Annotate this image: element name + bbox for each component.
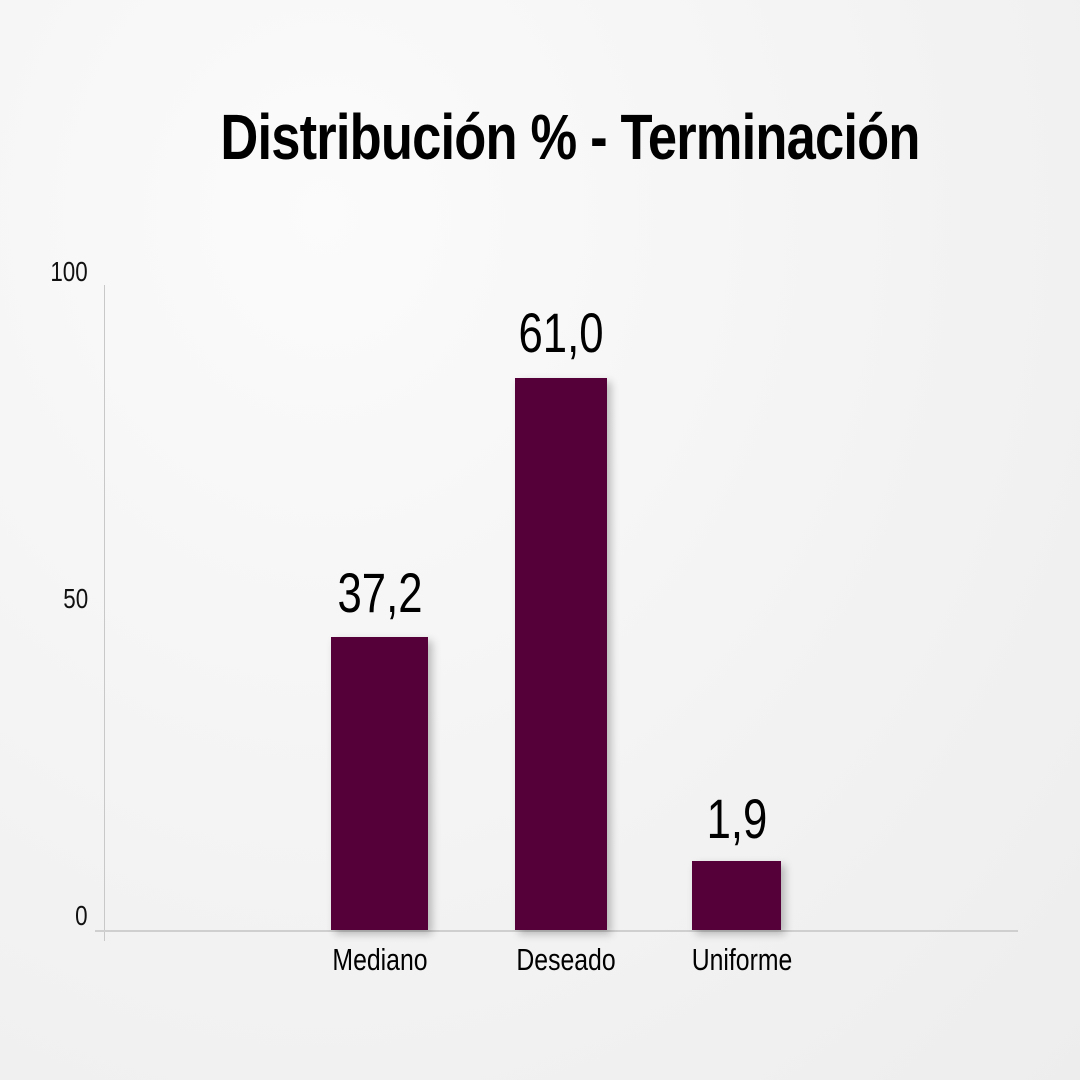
bar-deseado: [515, 378, 607, 930]
y-axis-line: [104, 285, 105, 941]
y-tick-100: 100: [50, 256, 88, 287]
x-axis-line: [95, 930, 1018, 932]
value-label-mediano: 37,2: [337, 561, 423, 624]
value-label-uniforme: 1,9: [706, 787, 768, 850]
y-tick-50: 50: [63, 583, 88, 614]
x-label-mediano: Mediano: [332, 942, 428, 977]
x-label-deseado: Deseado: [516, 942, 616, 977]
x-label-uniforme: Uniforme: [691, 942, 793, 977]
chart-title: Distribución % - Terminación: [220, 101, 920, 173]
value-label-deseado: 61,0: [518, 301, 604, 364]
y-tick-0: 0: [75, 900, 88, 931]
bar-uniforme: [692, 861, 781, 930]
bar-mediano: [331, 637, 428, 930]
